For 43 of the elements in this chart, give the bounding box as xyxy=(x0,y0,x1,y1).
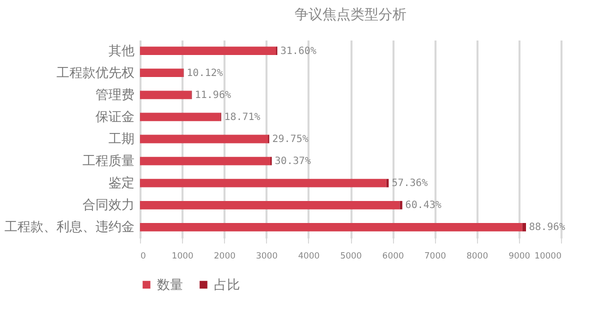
y-tick-label: 工程款优先权 xyxy=(56,66,134,81)
x-tick-label: 6000 xyxy=(382,252,404,262)
y-tick-label: 保证金 xyxy=(96,110,134,125)
y-tick-label: 工程质量 xyxy=(82,154,134,170)
x-tick-label: 2000 xyxy=(214,252,236,262)
y-tick-label: 管理费 xyxy=(96,88,134,103)
bar xyxy=(140,46,276,55)
data-label: 31.60% xyxy=(280,46,316,57)
bar xyxy=(140,156,271,166)
y-tick-label: 鉴定 xyxy=(108,176,134,192)
x-tick-label: 0 xyxy=(140,252,146,262)
y-tick-label: 合同效力 xyxy=(82,198,134,214)
x-tick-label: 7000 xyxy=(424,252,446,262)
bar xyxy=(140,178,386,188)
bar xyxy=(140,90,192,100)
chart-title: 争议焦点类型分析 xyxy=(294,7,406,23)
x-tick-label: 8000 xyxy=(466,252,488,262)
y-tick-label: 工程款、利息、违约金 xyxy=(4,220,134,236)
data-label: 18.71% xyxy=(224,112,260,123)
data-label: 88.96% xyxy=(529,222,566,234)
x-tick-label: 10000 xyxy=(534,252,562,262)
bar xyxy=(522,223,526,232)
bar xyxy=(140,223,522,232)
x-tick-label: 4000 xyxy=(298,252,320,262)
bar xyxy=(140,134,268,144)
y-tick-label: 其他 xyxy=(108,44,134,59)
bar xyxy=(140,112,220,122)
bar xyxy=(400,200,402,210)
x-tick-label: 3000 xyxy=(256,252,278,262)
x-tick-label: 5000 xyxy=(340,252,362,262)
data-label: 30.37% xyxy=(274,156,311,168)
bar xyxy=(140,200,400,210)
data-label: 57.36% xyxy=(392,178,428,190)
x-tick-label: 9000 xyxy=(508,252,530,262)
y-tick-label: 工期 xyxy=(108,132,134,147)
legend-label: 数量 xyxy=(157,278,183,293)
data-label: 60.43% xyxy=(405,200,442,212)
bar xyxy=(140,68,184,78)
data-label: 10.12% xyxy=(186,68,223,79)
legend-label: 占比 xyxy=(214,278,240,293)
x-tick-label: 1000 xyxy=(172,252,194,262)
data-label: 29.75% xyxy=(272,134,308,145)
data-label: 11.96% xyxy=(194,90,231,101)
